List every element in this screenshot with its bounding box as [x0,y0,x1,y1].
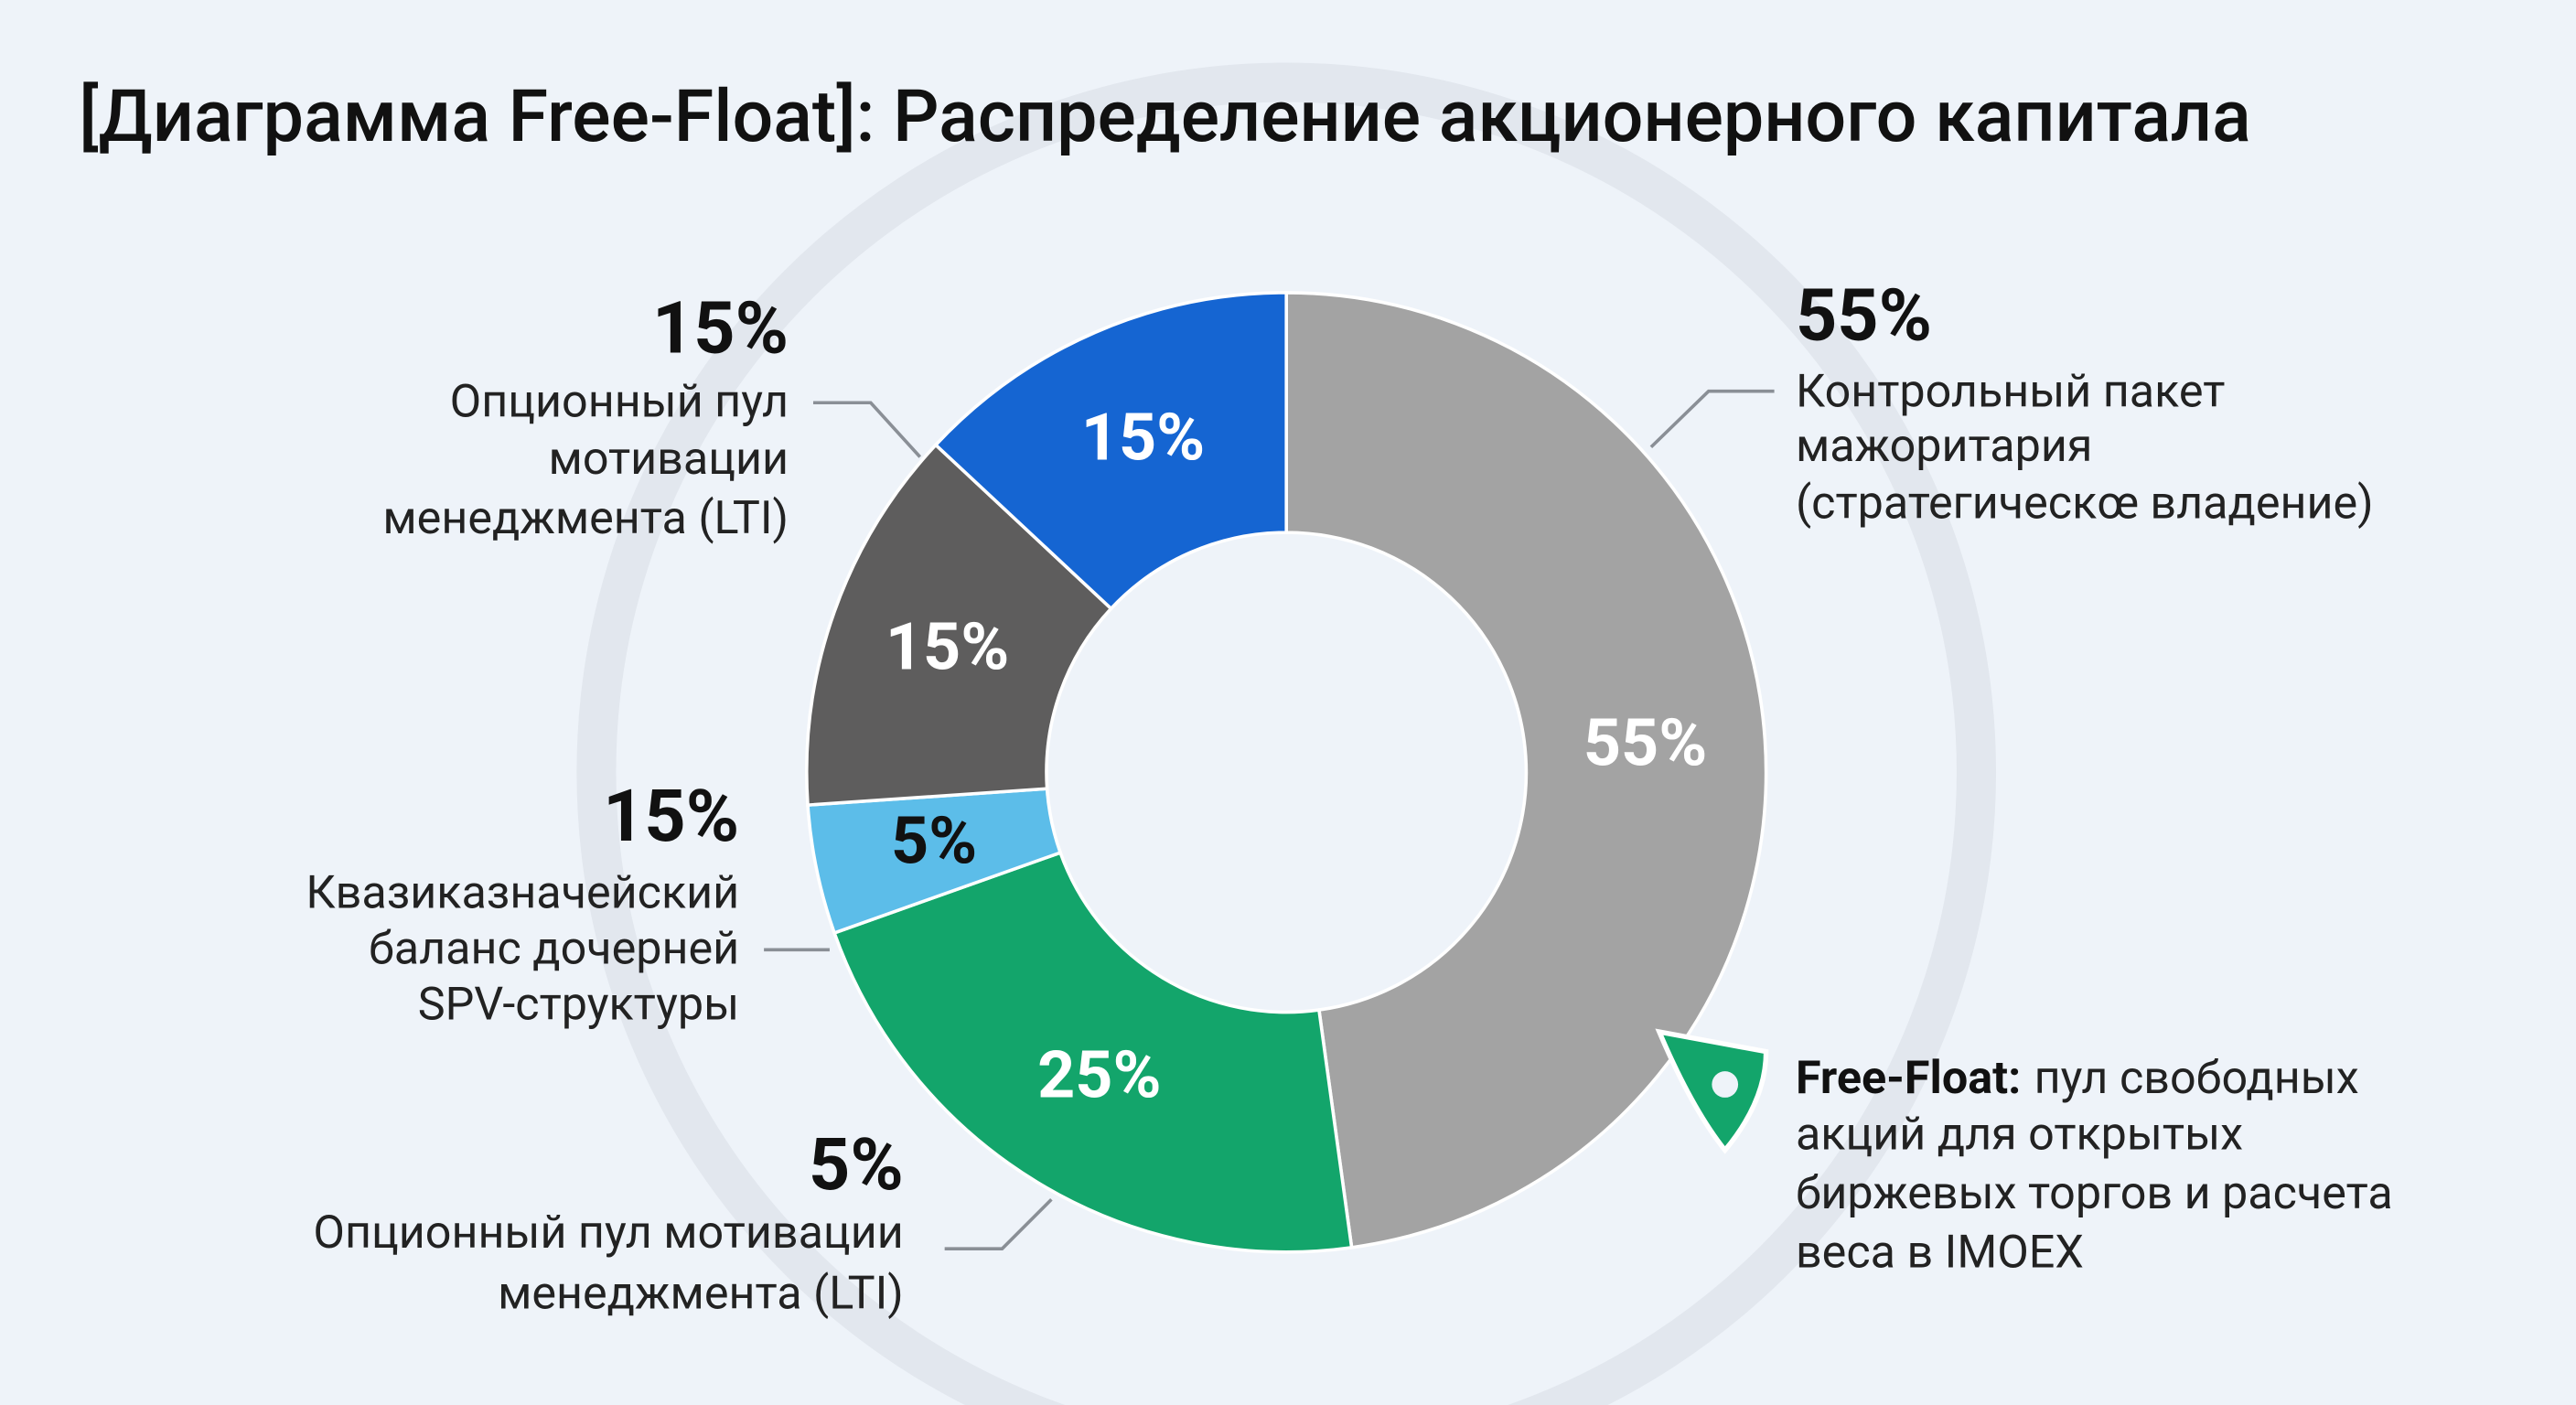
slice-value-label: 5% [891,801,977,879]
leader-line [944,1197,1053,1250]
slice-label: менеджмента (LTI) [382,491,789,545]
slice-label: Опционный пул [450,374,789,428]
outer-value-label: 15% [652,287,789,371]
slice-label: SPV-структуры [418,977,739,1031]
outer-value-label: 55% [1796,273,1932,358]
pie-slice [933,291,1288,611]
slice-label: менеджмента (LTI) [498,1267,904,1321]
highlight: Free-Float: [1796,1051,2021,1105]
pin-icon [1655,1028,1769,1154]
slice-value-label: 55% [1583,703,1708,781]
leader-line [812,401,922,458]
slice-label: Опционный пул мотивации [313,1206,903,1260]
pie-slice [805,442,1114,808]
pie-slice [1284,291,1768,1249]
slice-label: (стратегическœ владение) [1796,477,2374,531]
slice-label: акций для открытых [1796,1107,2243,1161]
slice-label: мажоритария [1796,419,2093,473]
outer-value-label: 15% [603,775,739,859]
pin-dot [1712,1071,1739,1098]
slice-label-line: пул свободных [2034,1051,2359,1105]
slice-label: баланс дочерней [369,921,739,975]
pie-slice [832,850,1354,1254]
slice-value-label: 15% [886,608,1010,686]
slice-label: биржевых торгов и расчета [1796,1166,2393,1220]
watermark [576,62,1996,1405]
slice-value-label: 15% [1081,399,1206,477]
slice-label: Квазиказначейский [306,865,739,919]
slice-label: веса в IMOEX [1796,1226,2084,1280]
slice-label: мотивации [549,432,789,486]
slice-label: Free-Float: пул свободных [1796,1051,2359,1105]
chart-title: [Диаграмма Free-Float]: Распределение ак… [79,75,2251,159]
slice-value-label: 25% [1037,1035,1162,1113]
outer-value-label: 5% [809,1123,904,1207]
slice-label: Контрольный пакет [1796,365,2226,419]
leader-line [1649,389,1775,449]
